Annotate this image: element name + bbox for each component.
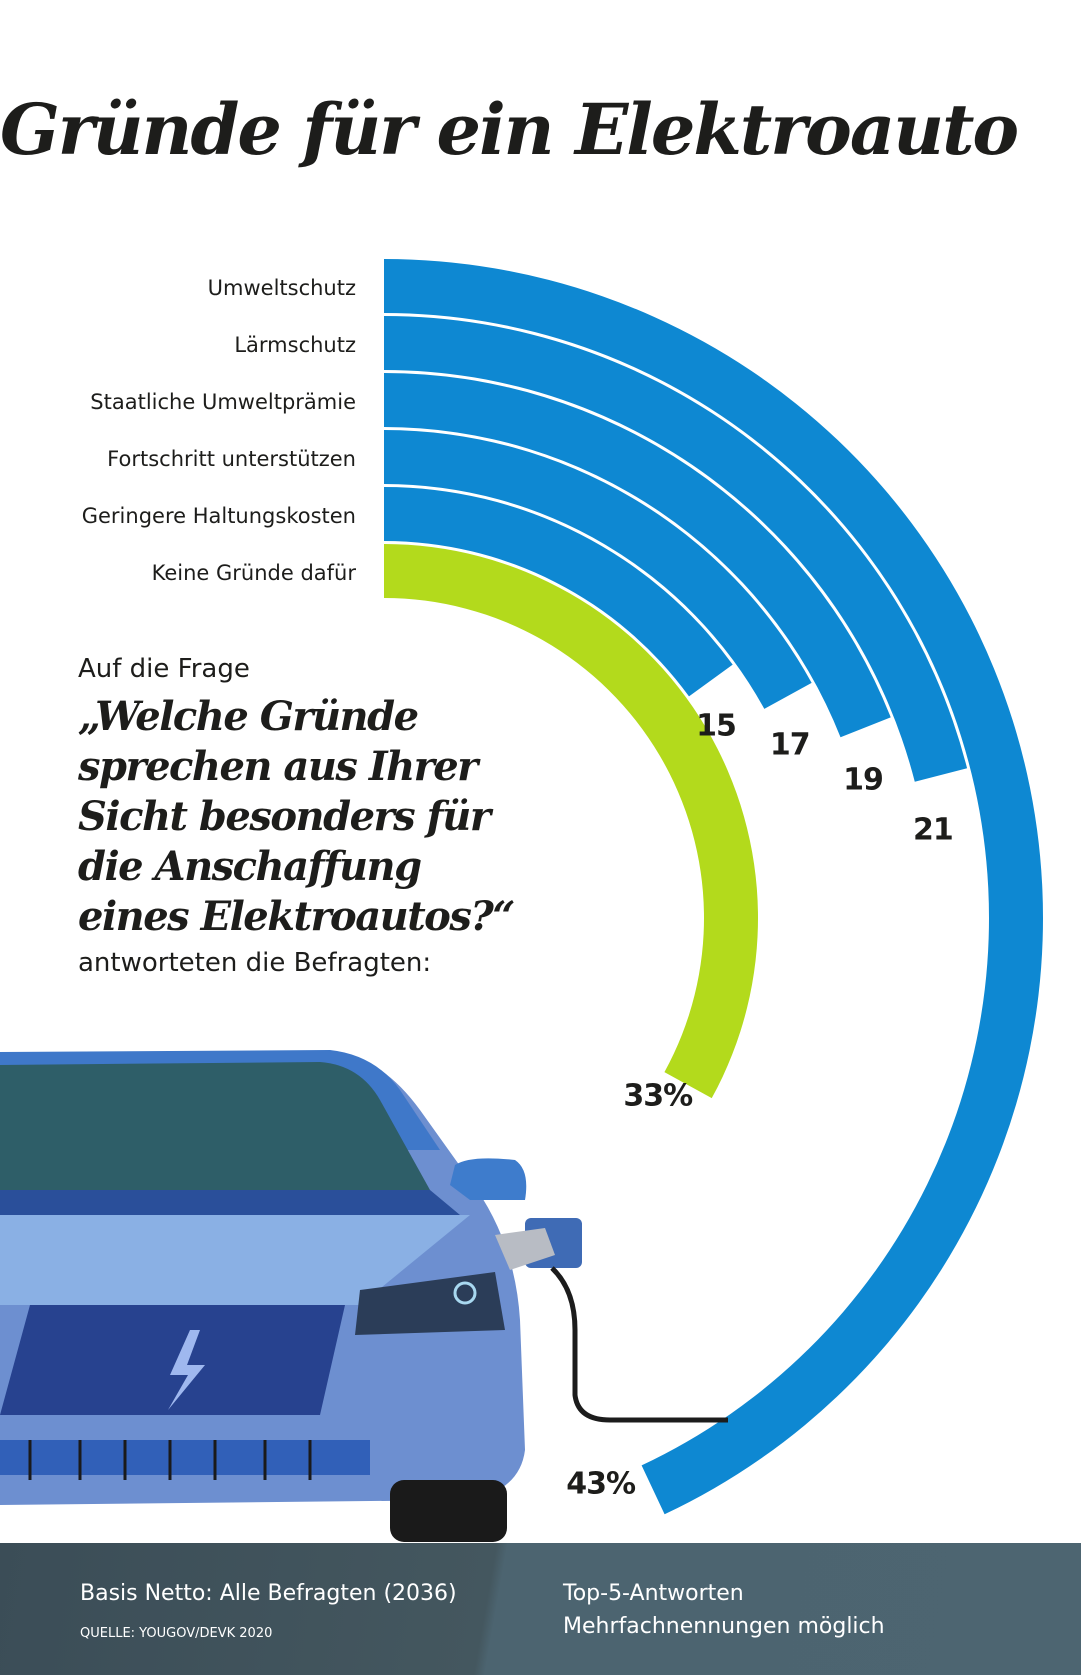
arc-bar-4 [384, 487, 733, 697]
category-label: Lärmschutz [234, 333, 356, 357]
car-illustration [0, 1050, 728, 1542]
charging-cable [550, 1266, 728, 1423]
wheel [390, 1480, 507, 1542]
question-line: Sicht besonders für [78, 793, 491, 840]
bumper [0, 1440, 370, 1475]
hood [0, 1215, 470, 1305]
question-line: „Welche Gründe [78, 693, 419, 740]
value-label: 17 [769, 727, 811, 763]
question-intro: Auf die Frage [78, 654, 250, 684]
windshield [0, 1062, 430, 1190]
mirror [450, 1158, 527, 1200]
category-label: Fortschritt unterstützen [107, 447, 356, 471]
footer: Basis Netto: Alle Befragten (2036) QUELL… [0, 1543, 1081, 1675]
grille [0, 1305, 345, 1415]
category-label: Geringere Haltungskosten [81, 504, 356, 528]
note-multiple: Mehrfachnennungen möglich [563, 1614, 885, 1639]
source-text: QUELLE: YOUGOV/DEVK 2020 [80, 1626, 273, 1641]
headlight [355, 1272, 505, 1335]
page-title: Gründe für ein Elektroauto [0, 88, 1019, 171]
charging-plug [495, 1228, 555, 1270]
arc-bar-1 [384, 316, 968, 782]
category-label: Staatliche Umweltprämie [90, 390, 356, 414]
question-block: Auf die Frage „Welche Gründe sprechen au… [78, 652, 515, 980]
value-label: 15 [696, 708, 737, 744]
bumper-lines [28, 1440, 312, 1480]
question-outro: antworteten die Befragten: [78, 948, 432, 978]
question-line: eines Elektroautos?“ [78, 893, 515, 940]
question-line: sprechen aus Ihrer [78, 743, 478, 790]
value-label: 33% [623, 1078, 693, 1114]
note-top5: Top-5-Antworten [563, 1581, 744, 1606]
value-label: 19 [843, 762, 884, 798]
arc-bar-5 [384, 544, 759, 1099]
hood-edge [0, 1190, 460, 1215]
arc-bar-3 [384, 430, 812, 709]
question-line: die Anschaffung [78, 843, 422, 890]
value-label: 43% [566, 1466, 636, 1502]
headlight-ring [453, 1281, 477, 1305]
arc-bar-2 [384, 373, 891, 738]
lightning-icon [168, 1330, 205, 1410]
category-label: Umweltschutz [207, 276, 356, 300]
question-text: „Welche Gründe sprechen aus Ihrer Sicht … [78, 692, 515, 942]
category-label: Keine Gründe dafür [151, 561, 356, 585]
basis-text: Basis Netto: Alle Befragten (2036) [80, 1581, 457, 1606]
value-label: 21 [913, 812, 954, 848]
